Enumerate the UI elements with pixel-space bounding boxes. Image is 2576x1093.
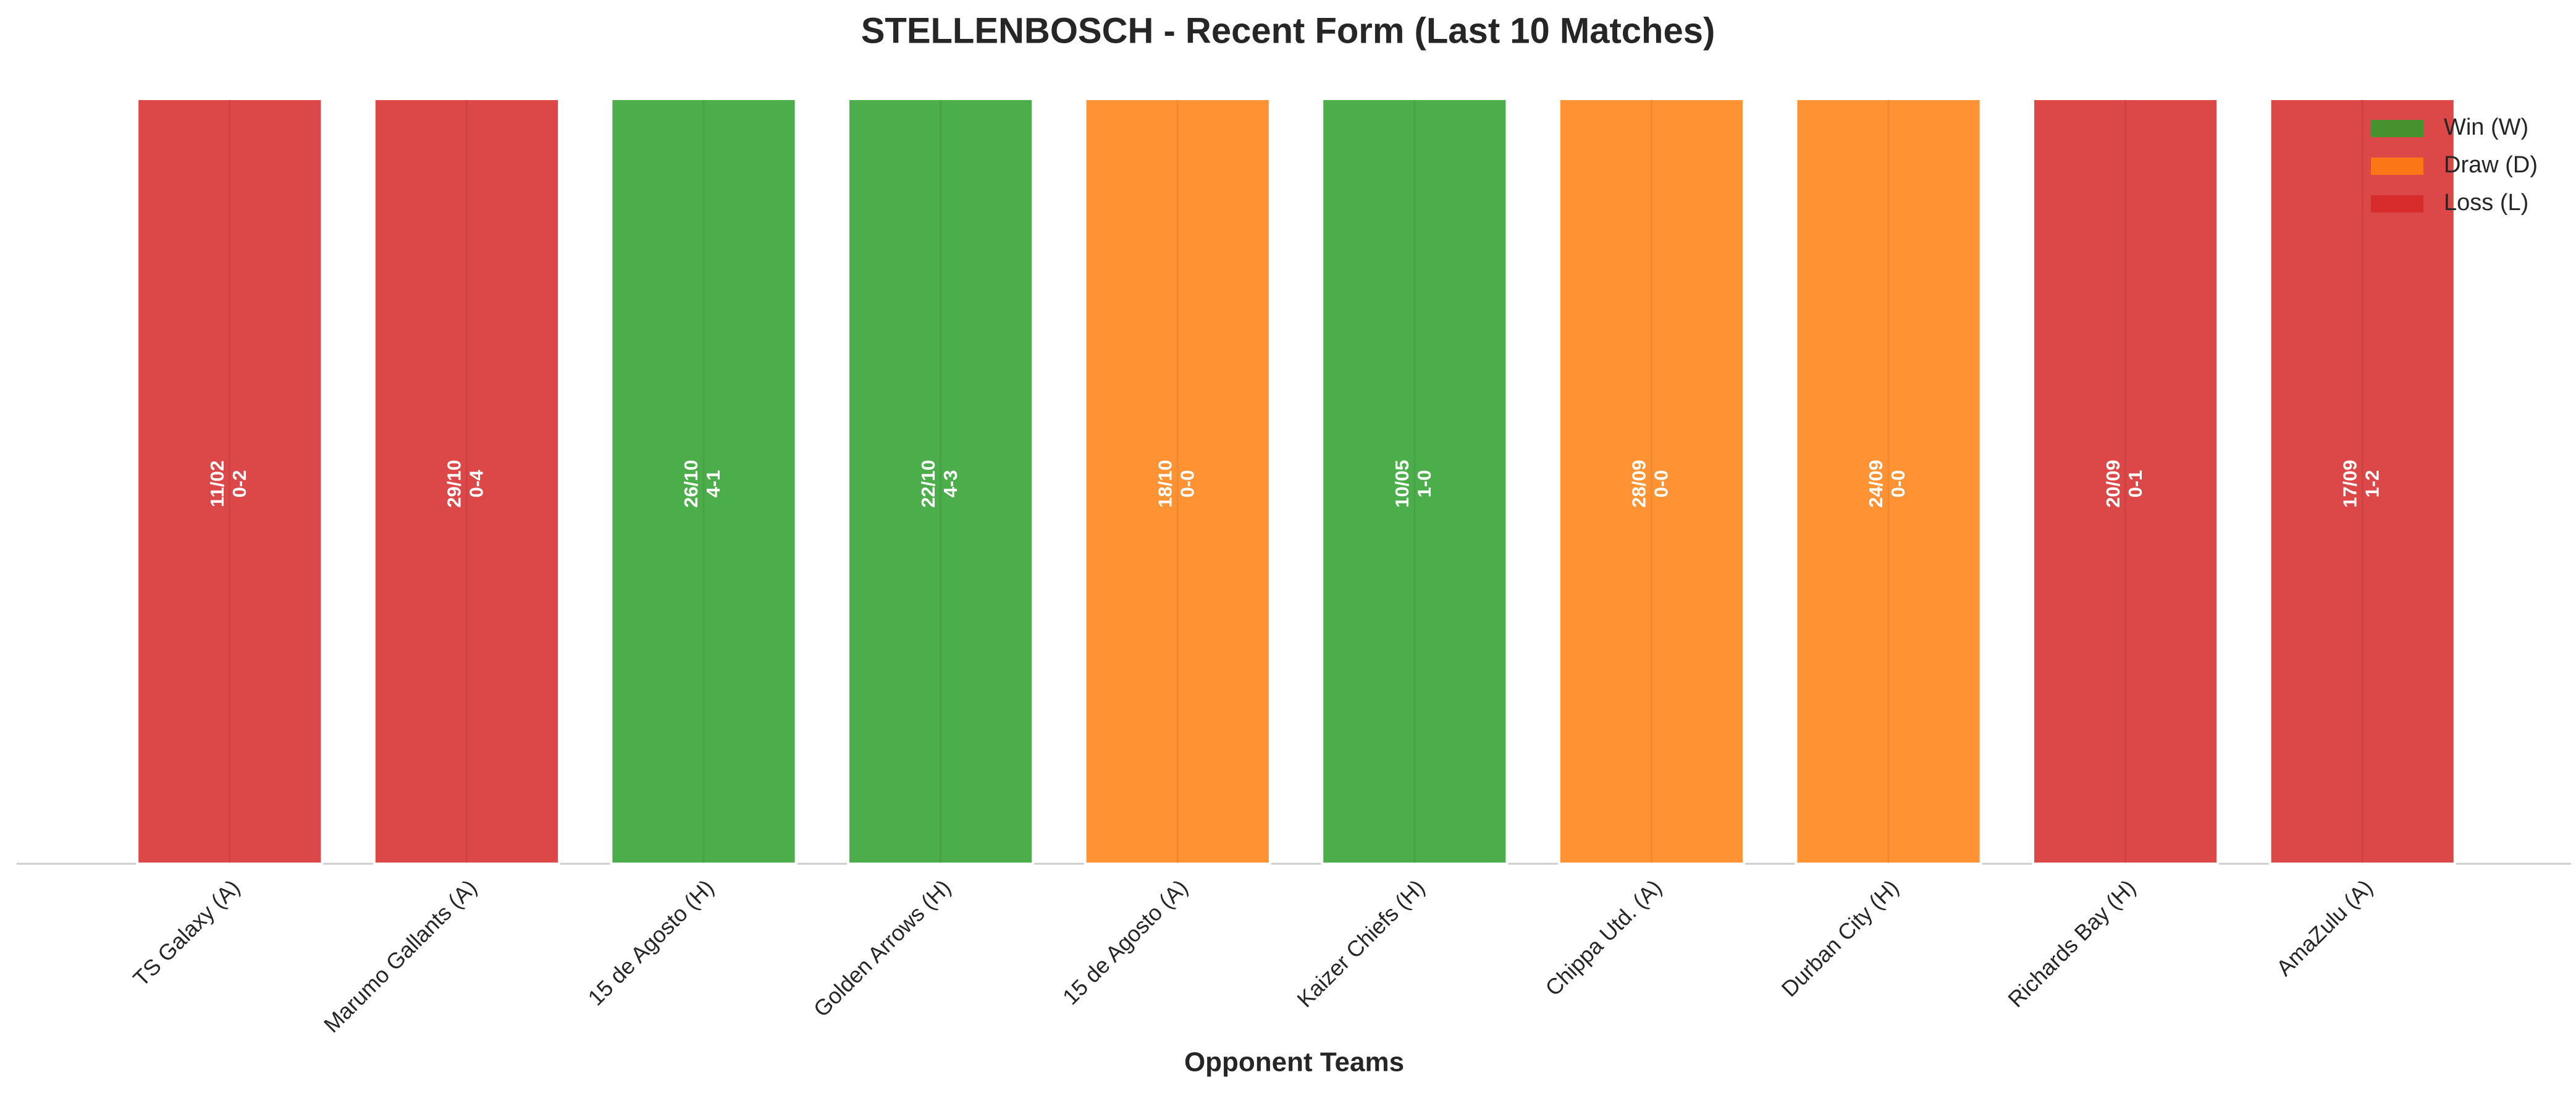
- legend-label: Win (W): [2444, 114, 2528, 140]
- legend-swatch: [2371, 158, 2423, 175]
- bar: [373, 98, 561, 865]
- bar-score-label: 0-0: [1887, 470, 1909, 498]
- bar: [1557, 98, 1746, 865]
- bar-date-label: 22/10: [917, 460, 939, 508]
- bar-score-label: 4-3: [940, 470, 961, 498]
- bar-date-label: 11/02: [206, 460, 228, 507]
- bar-score-label: 4-1: [702, 470, 724, 498]
- bar-date-label: 10/05: [1391, 460, 1413, 508]
- legend-label: Loss (L): [2444, 190, 2528, 216]
- bar-date-label: 20/09: [2102, 460, 2124, 508]
- bar: [1084, 98, 1271, 865]
- bar-date-label: 28/09: [1628, 460, 1650, 508]
- bar-score-label: 1-2: [2361, 470, 2383, 498]
- bar-date-label: 18/10: [1154, 460, 1176, 508]
- bar: [1795, 98, 1982, 865]
- bar: [2268, 98, 2456, 865]
- bar-score-label: 0-0: [1176, 470, 1198, 498]
- bar: [2031, 98, 2220, 865]
- bar-score-label: 1-0: [1413, 470, 1435, 498]
- bar-score-label: 0-4: [466, 470, 487, 498]
- bar: [610, 98, 798, 865]
- legend-swatch: [2371, 120, 2423, 137]
- legend-swatch: [2371, 195, 2423, 213]
- bar-date-label: 24/09: [1865, 460, 1887, 508]
- legend-label: Draw (D): [2444, 152, 2538, 178]
- bar: [846, 98, 1035, 865]
- bar-score-label: 0-0: [1651, 470, 1672, 498]
- bar-date-label: 29/10: [444, 460, 465, 508]
- bar-date-label: 17/09: [2339, 460, 2360, 508]
- chart-title: STELLENBOSCH - Recent Form (Last 10 Matc…: [861, 11, 1715, 51]
- bar: [1321, 98, 1509, 865]
- x-axis-label: Opponent Teams: [1184, 1047, 1404, 1078]
- bar-date-label: 26/10: [680, 460, 702, 508]
- bar: [136, 98, 324, 865]
- bar-score-label: 0-1: [2124, 470, 2146, 498]
- bar-score-label: 0-2: [229, 470, 250, 498]
